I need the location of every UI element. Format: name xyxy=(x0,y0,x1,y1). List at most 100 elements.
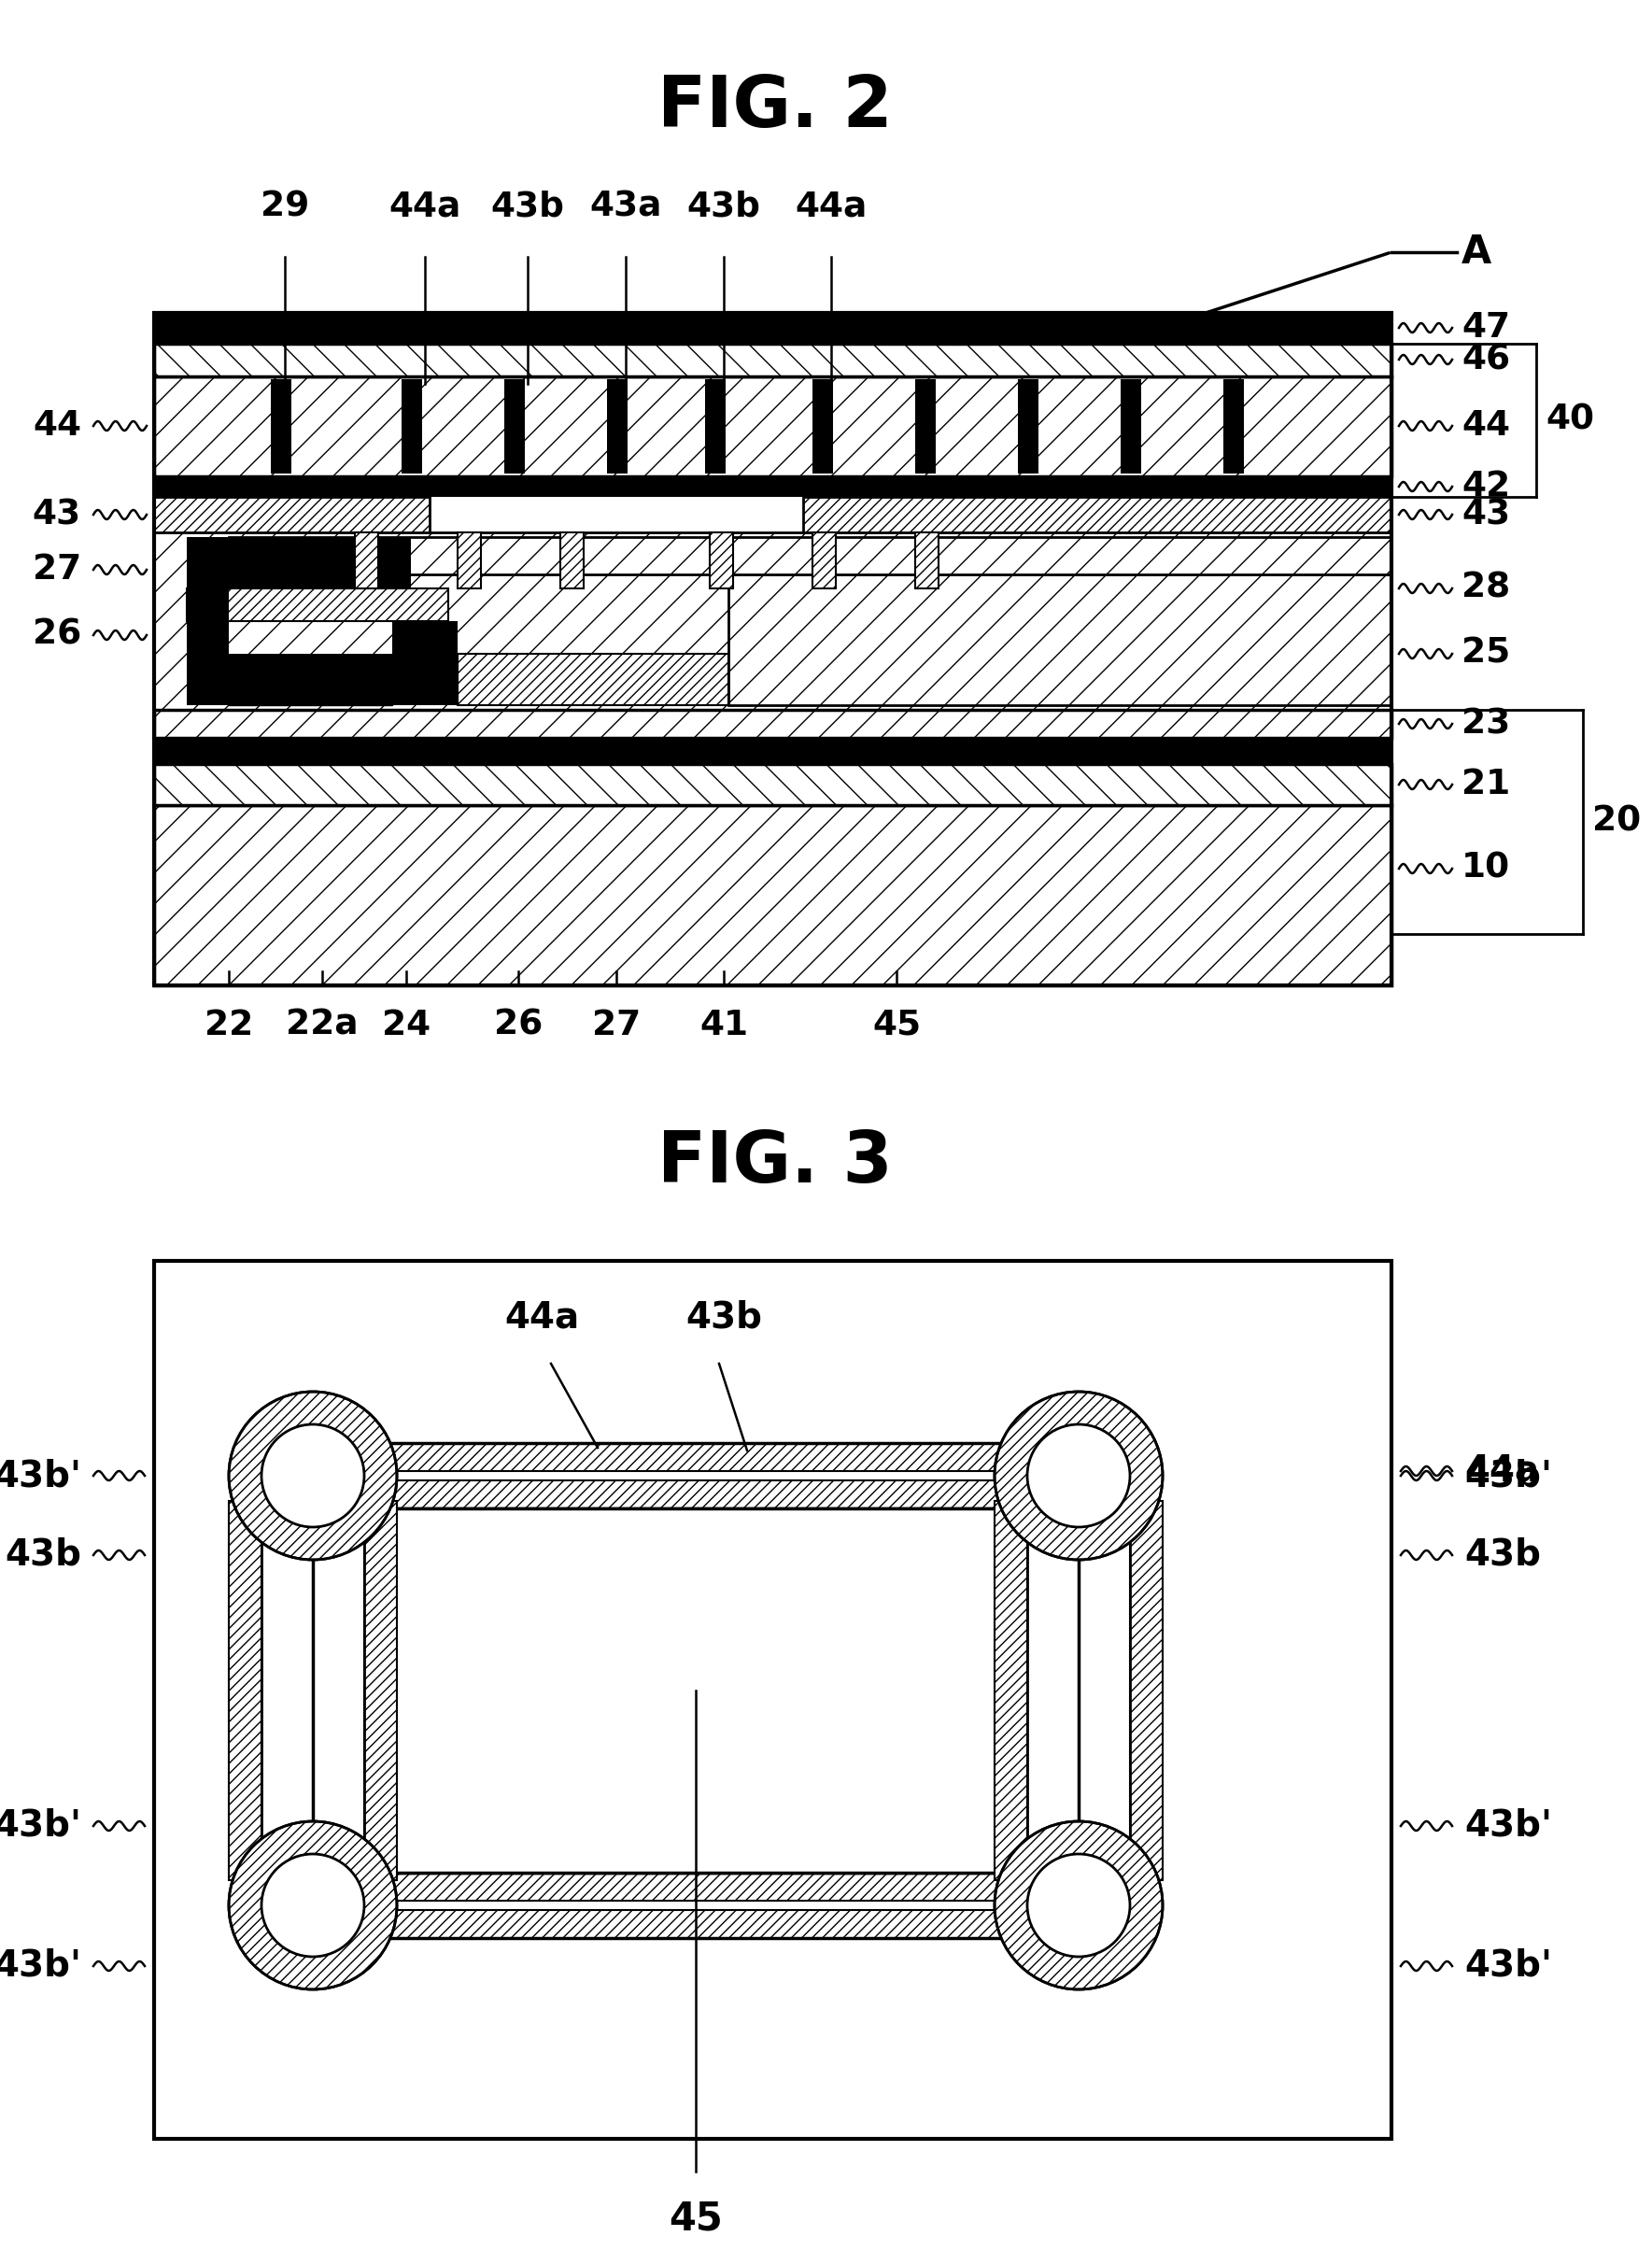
Text: 22a: 22a xyxy=(286,1008,358,1042)
Bar xyxy=(340,1901,1051,1910)
Bar xyxy=(355,533,378,590)
Text: 41: 41 xyxy=(699,1008,748,1042)
Text: 29: 29 xyxy=(261,191,309,225)
Bar xyxy=(803,497,1391,533)
Text: 23: 23 xyxy=(1462,706,1510,740)
Bar xyxy=(154,344,1391,376)
Bar xyxy=(312,1508,1079,1872)
Circle shape xyxy=(1028,1854,1130,1957)
Bar xyxy=(560,533,583,590)
Circle shape xyxy=(261,1424,363,1528)
Bar xyxy=(154,313,1391,344)
Bar xyxy=(154,313,1391,986)
Bar xyxy=(401,380,423,472)
Text: 27: 27 xyxy=(33,554,81,587)
Text: 44a: 44a xyxy=(504,1300,580,1336)
Bar xyxy=(187,590,448,621)
Text: 43b: 43b xyxy=(1464,1537,1541,1573)
Text: 10: 10 xyxy=(1462,853,1510,886)
Text: 45: 45 xyxy=(872,1008,920,1042)
Bar xyxy=(228,538,1391,574)
Bar xyxy=(729,574,1391,704)
Bar xyxy=(154,533,1391,709)
Text: 24: 24 xyxy=(382,1008,431,1042)
Text: 44a: 44a xyxy=(388,191,461,225)
Bar xyxy=(154,497,430,533)
Bar xyxy=(915,380,935,472)
Text: 43b: 43b xyxy=(5,1537,81,1573)
Bar xyxy=(340,1472,1051,1480)
Bar xyxy=(813,380,833,472)
Bar xyxy=(154,805,1391,985)
Bar xyxy=(392,621,458,704)
Bar xyxy=(710,533,733,590)
Bar xyxy=(312,1442,1079,1508)
Bar xyxy=(363,1501,396,1881)
Bar xyxy=(915,533,938,590)
Bar xyxy=(1130,1501,1163,1881)
Bar xyxy=(606,380,628,472)
Bar xyxy=(458,655,729,704)
Bar xyxy=(154,765,1391,805)
Text: 43b': 43b' xyxy=(0,1948,81,1984)
Bar xyxy=(228,655,392,704)
Circle shape xyxy=(261,1854,363,1957)
Circle shape xyxy=(995,1820,1163,1989)
Text: 26: 26 xyxy=(33,619,81,652)
Bar xyxy=(154,738,1391,765)
Bar xyxy=(154,477,1391,497)
Bar xyxy=(1224,380,1244,472)
Bar xyxy=(154,497,430,533)
Text: 47: 47 xyxy=(1462,310,1510,344)
Bar xyxy=(271,380,291,472)
Bar xyxy=(1120,380,1142,472)
Text: 25: 25 xyxy=(1462,637,1510,670)
Text: 44a: 44a xyxy=(795,191,867,225)
Text: FIG. 2: FIG. 2 xyxy=(657,72,892,142)
Text: 43b': 43b' xyxy=(0,1458,81,1494)
Text: 43b': 43b' xyxy=(0,1809,81,1843)
Text: 22: 22 xyxy=(205,1008,253,1042)
Circle shape xyxy=(228,1393,396,1559)
Text: 43: 43 xyxy=(1462,497,1510,531)
Bar xyxy=(187,574,228,704)
Circle shape xyxy=(1028,1424,1130,1528)
Bar xyxy=(504,380,525,472)
Text: 43b': 43b' xyxy=(1464,1948,1553,1984)
Text: 42: 42 xyxy=(1462,470,1510,504)
Bar xyxy=(813,533,836,590)
Text: FIG. 3: FIG. 3 xyxy=(657,1127,892,1197)
Text: 43b: 43b xyxy=(687,191,760,225)
Text: 44: 44 xyxy=(33,409,81,443)
Text: 26: 26 xyxy=(494,1008,544,1042)
Circle shape xyxy=(228,1820,396,1989)
Text: 43b: 43b xyxy=(686,1300,762,1336)
Bar xyxy=(1018,380,1039,472)
Text: 43b: 43b xyxy=(491,191,565,225)
Text: 27: 27 xyxy=(591,1008,641,1042)
Circle shape xyxy=(995,1393,1163,1559)
Text: 43b': 43b' xyxy=(1464,1458,1553,1494)
Text: 45: 45 xyxy=(669,2200,722,2239)
Text: 44: 44 xyxy=(1462,409,1510,443)
Text: 43b': 43b' xyxy=(1464,1809,1553,1843)
Bar xyxy=(458,533,481,590)
Bar xyxy=(154,709,1391,738)
Text: 43: 43 xyxy=(33,497,81,531)
Bar xyxy=(228,1501,261,1881)
Text: 43a: 43a xyxy=(590,191,662,225)
Text: 40: 40 xyxy=(1546,403,1594,436)
Text: 46: 46 xyxy=(1462,342,1510,376)
Text: 21: 21 xyxy=(1462,767,1510,801)
Text: 44a: 44a xyxy=(1464,1453,1540,1490)
Bar xyxy=(705,380,725,472)
Bar xyxy=(154,376,1391,477)
Bar xyxy=(228,677,392,704)
Bar xyxy=(187,538,411,590)
Text: 28: 28 xyxy=(1462,572,1510,605)
Text: A: A xyxy=(1462,232,1492,272)
Text: 20: 20 xyxy=(1593,805,1640,839)
Bar xyxy=(154,1260,1391,2140)
Bar xyxy=(312,1872,1079,1937)
Bar xyxy=(995,1501,1028,1881)
